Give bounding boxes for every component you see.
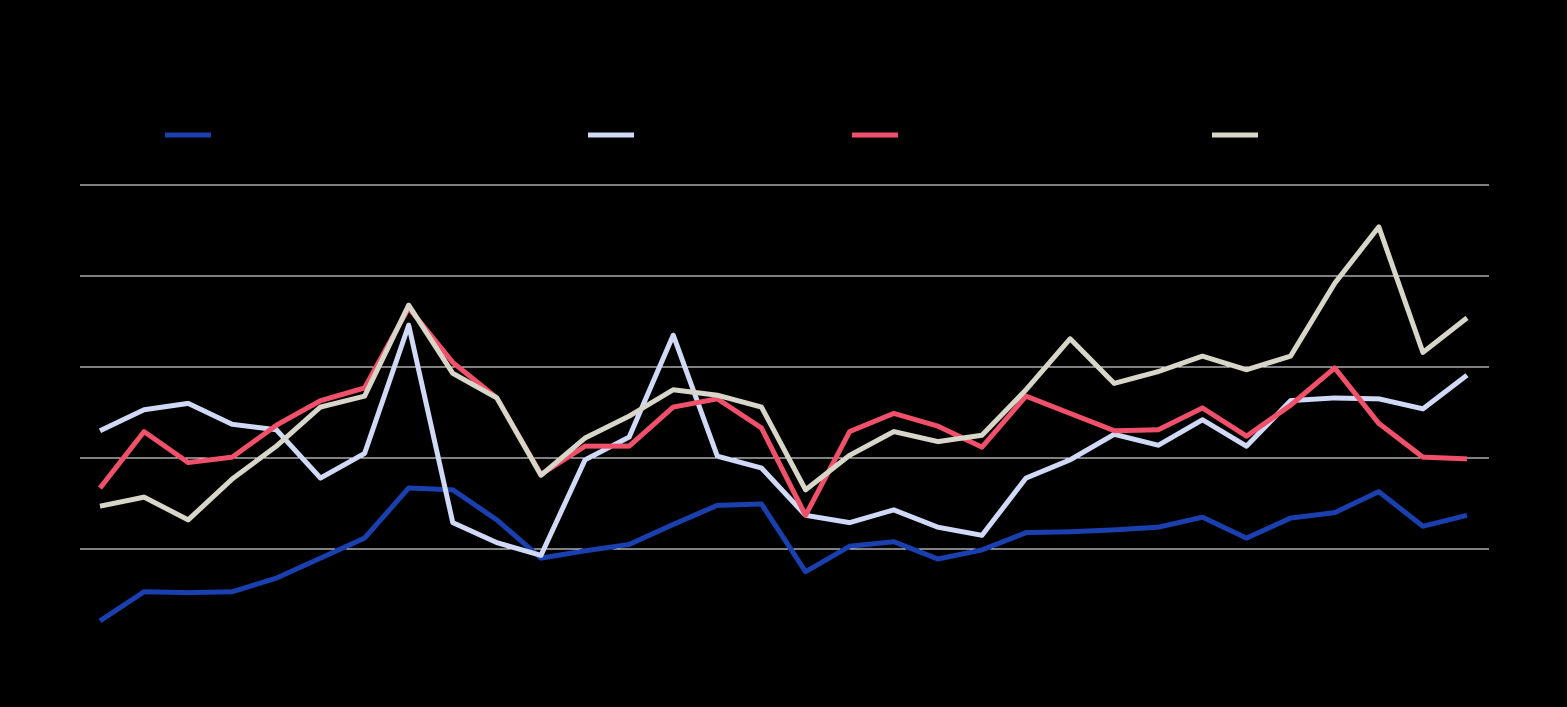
series-line: [98, 485, 1468, 623]
series-line: [98, 322, 1469, 558]
series-line: [99, 224, 1469, 523]
series-line: [98, 305, 1468, 518]
